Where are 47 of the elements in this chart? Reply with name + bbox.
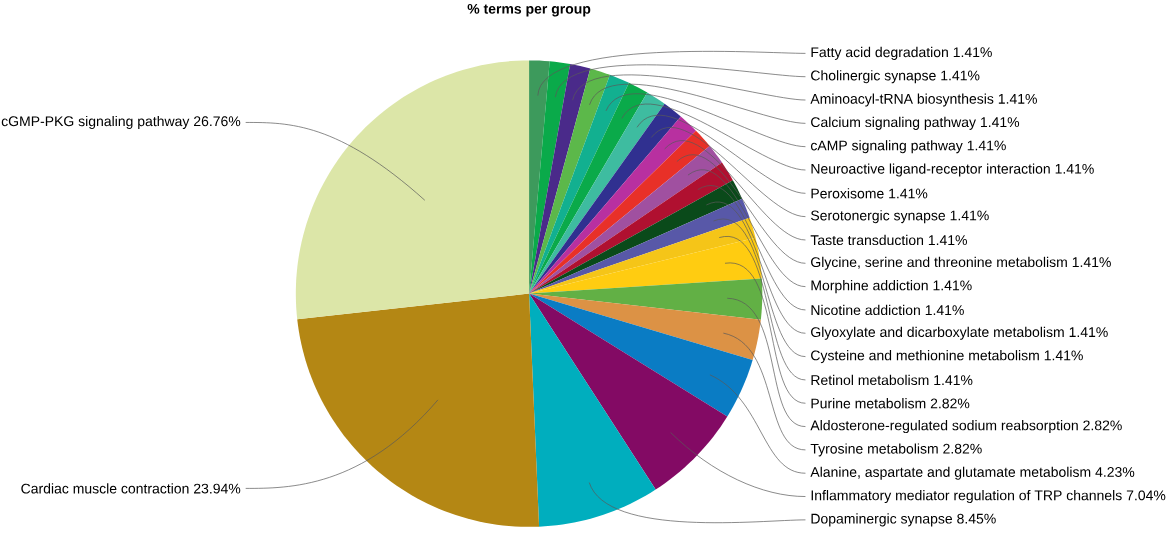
- slice-label: Neuroactive ligand-receptor interaction: [811, 163, 1050, 177]
- slice-label: Morphine addiction: [811, 279, 928, 293]
- slice-label: Aldosterone-regulated sodium reabsorption: [810, 419, 1078, 433]
- slice-label: Nicotine addiction: [811, 304, 920, 315]
- data-label: 7.04%: [1126, 490, 1166, 501]
- slice-label: Serotonergic synapse: [811, 209, 946, 223]
- data-label: 2.82%: [930, 398, 970, 409]
- slice-label: Aminoacyl-tRNA biosynthesis: [810, 93, 994, 107]
- slice-label: Retinol metabolism: [811, 374, 929, 385]
- data-label: 1.41%: [934, 375, 973, 385]
- data-label: 26.76%: [193, 116, 241, 126]
- data-label: 8.45%: [957, 513, 996, 524]
- data-label: 1.41%: [889, 188, 928, 199]
- data-label: 23.94%: [194, 483, 241, 494]
- data-label: 1.41%: [998, 93, 1037, 104]
- slice-label: Calcium signaling pathway: [811, 116, 976, 130]
- slice-label: Cysteine and methionine metabolism: [811, 349, 1039, 363]
- slice-label: Alanine, aspartate and glutamate metabolism: [810, 466, 1091, 480]
- data-label: 1.41%: [933, 280, 972, 291]
- slice-label: Taste transduction: [810, 234, 924, 245]
- data-label: 4.23%: [1095, 466, 1135, 477]
- data-label: 2.82%: [943, 443, 982, 454]
- slice-label: Peroxisome: [811, 187, 884, 199]
- slice-label: Tyrosine metabolism: [810, 443, 938, 457]
- data-label: 1.41%: [941, 70, 980, 81]
- data-label: 1.41%: [953, 47, 992, 57]
- slice-label: Inflammatory mediator regulation of TRP channels: [811, 489, 1122, 503]
- slice-label: cAMP signaling pathway: [810, 139, 963, 153]
- data-label: 1.41%: [967, 140, 1006, 151]
- chart-title: % terms per group: [467, 3, 591, 17]
- slice-label: Cardiac muscle contraction: [21, 483, 189, 494]
- slice-label: Dopaminergic synapse: [811, 513, 953, 527]
- data-label: 1.41%: [1072, 256, 1111, 267]
- data-label: 1.41%: [925, 305, 964, 315]
- slice-label: Glyoxylate and dicarboxylate metabolism: [811, 326, 1064, 340]
- data-label: 1.41%: [1055, 163, 1094, 174]
- slice-label: cGMP-PKG signaling pathway: [1, 115, 190, 129]
- slice-label: Fatty acid degradation: [811, 46, 948, 60]
- slice-label: Cholinergic synapse: [811, 69, 936, 84]
- slice-label: Purine metabolism: [811, 397, 926, 409]
- data-label: 1.41%: [1044, 350, 1083, 361]
- slice-label: Glycine, serine and threonine metabolism: [811, 256, 1067, 270]
- data-label: 1.41%: [928, 235, 967, 245]
- data-label: 1.41%: [980, 117, 1020, 127]
- data-label: 1.41%: [1069, 326, 1108, 337]
- data-label: 2.82%: [1083, 420, 1122, 431]
- data-label: 1.41%: [950, 210, 989, 221]
